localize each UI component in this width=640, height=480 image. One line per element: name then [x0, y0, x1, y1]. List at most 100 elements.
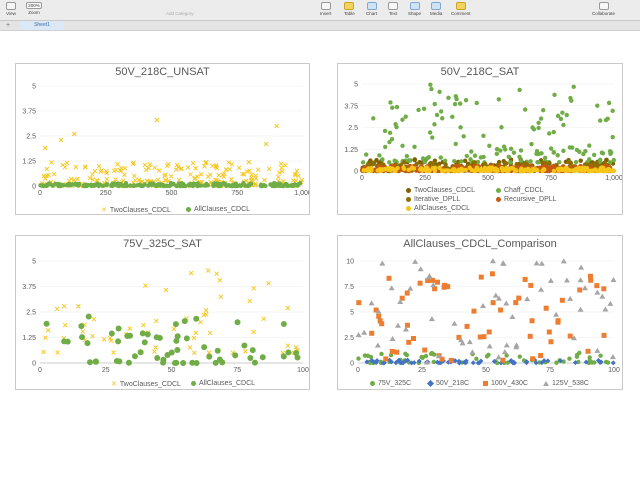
data-point	[280, 353, 287, 360]
view-button[interactable]: View	[6, 2, 16, 16]
data-point	[407, 285, 414, 291]
chart-panel-2[interactable]: 50V_218C_SAT 0 1.25 2.5 3.75 5 0 250 500 750 1,00…	[337, 63, 623, 215]
data-point	[187, 345, 193, 350]
data-point	[432, 101, 437, 107]
data-point	[41, 349, 46, 355]
data-point	[115, 325, 122, 332]
data-point	[595, 103, 600, 108]
chart-panel-4[interactable]: AllClauses_CDCL_Comparison 0 2.5 5 7.5 10 0 25…	[337, 235, 623, 390]
zoom-control[interactable]: 200% Zoom	[26, 2, 42, 15]
data-point	[503, 342, 510, 348]
data-point	[118, 168, 124, 174]
data-point	[599, 293, 606, 299]
data-point	[373, 307, 379, 313]
data-point	[473, 168, 478, 173]
data-point	[577, 306, 584, 312]
y-tick-label: 0	[350, 361, 354, 368]
data-point	[82, 164, 88, 169]
add-sheet-button[interactable]: +	[6, 22, 11, 29]
shape-button[interactable]: Shape	[408, 2, 421, 16]
add-category-button[interactable]: Add Category	[166, 2, 194, 16]
data-point	[578, 158, 583, 163]
comment-button[interactable]: Comment	[451, 2, 471, 16]
media-label: Media	[430, 11, 443, 16]
zoom-select[interactable]: 200%	[26, 2, 42, 9]
data-point	[403, 114, 408, 119]
data-point	[355, 332, 362, 338]
data-point	[499, 125, 504, 130]
legend-label: TwoClauses_CDCL	[119, 380, 181, 388]
data-point	[253, 182, 258, 188]
text-button[interactable]: Text	[388, 2, 398, 16]
media-button[interactable]: Media	[430, 2, 442, 16]
table-button[interactable]: Table	[344, 2, 355, 16]
insert-button[interactable]: Insert	[320, 2, 331, 16]
data-point	[64, 160, 70, 166]
data-point	[439, 356, 445, 362]
data-point	[508, 146, 514, 152]
data-point	[141, 322, 146, 328]
data-point	[513, 300, 519, 306]
data-point	[607, 160, 613, 165]
data-point	[203, 308, 209, 313]
data-point	[412, 258, 419, 264]
data-point	[104, 169, 109, 174]
x-tick-label: 100	[608, 367, 620, 374]
data-point	[459, 159, 464, 164]
data-point	[518, 158, 524, 163]
data-point	[213, 164, 219, 170]
data-point	[533, 260, 540, 266]
data-point	[372, 160, 377, 165]
collaborate-button[interactable]: Collaborate	[592, 2, 615, 16]
data-point	[423, 353, 429, 359]
data-point	[428, 316, 435, 322]
data-point	[604, 157, 609, 163]
data-point	[489, 258, 496, 264]
chart-button[interactable]: Chart	[366, 2, 377, 16]
data-point	[502, 147, 508, 152]
comment-icon	[455, 2, 466, 10]
data-point	[431, 161, 436, 166]
data-point	[416, 358, 422, 364]
y-tick-label: 1.25	[22, 159, 36, 166]
data-point	[294, 354, 301, 361]
data-point	[519, 166, 524, 171]
data-point	[611, 168, 617, 174]
data-point	[435, 353, 442, 359]
data-point	[144, 331, 151, 338]
data-point	[405, 357, 411, 363]
data-point	[111, 350, 116, 355]
x-tick-label: 0	[360, 175, 364, 182]
data-point	[471, 308, 477, 314]
data-point	[573, 159, 579, 165]
data-point	[130, 161, 136, 167]
data-point	[399, 295, 405, 301]
data-point	[127, 326, 133, 331]
data-point	[535, 168, 540, 173]
tab-sheet1[interactable]: Sheet1	[20, 21, 64, 30]
data-point	[255, 167, 261, 173]
data-point	[117, 167, 123, 173]
legend-item: Recursive_DPLL	[496, 196, 557, 203]
data-point	[555, 166, 561, 172]
legend-label: Recursive_DPLL	[504, 196, 557, 203]
y-tick-label: 5	[350, 310, 354, 317]
data-point	[494, 146, 500, 152]
data-point	[120, 183, 126, 188]
data-point	[474, 356, 479, 362]
x-tick-label: 0	[38, 367, 42, 374]
data-point	[437, 165, 442, 171]
chart-icon	[366, 2, 377, 10]
data-point	[406, 167, 411, 173]
data-point	[504, 353, 509, 358]
chart-panel-3[interactable]: 75V_325C_SAT 0 1.25 2.5 3.75 5 0 25 50 75 100 ✕ Tw…	[15, 235, 310, 390]
data-point	[247, 298, 253, 304]
data-point	[247, 183, 252, 188]
chart-panel-1[interactable]: 50V_218C_UNSAT 0 1.25 2.5 3.75 5 0 250 500 750 1,…	[15, 63, 310, 215]
data-point	[551, 129, 556, 135]
data-point	[479, 302, 486, 308]
x-tick-label: 250	[100, 190, 112, 197]
data-point	[173, 337, 180, 344]
data-point	[601, 332, 607, 338]
